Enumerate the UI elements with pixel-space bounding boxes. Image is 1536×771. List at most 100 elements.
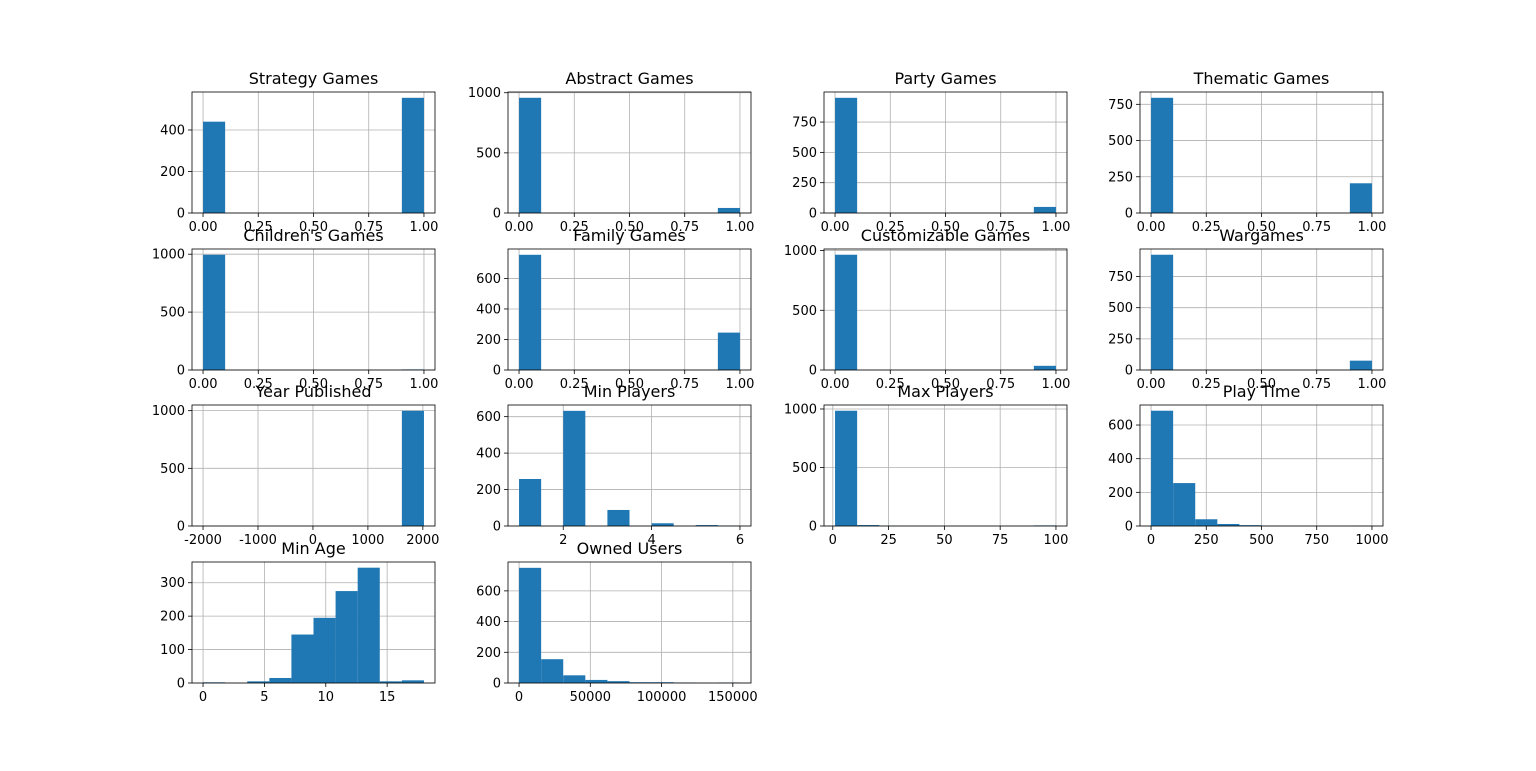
- bar: [835, 255, 857, 370]
- bar: [1151, 255, 1173, 370]
- y-tick-label: 1000: [468, 86, 501, 101]
- y-tick-label: 500: [792, 304, 817, 319]
- x-tick-label: 1.00: [725, 377, 754, 392]
- x-tick-label: 6: [736, 533, 744, 548]
- axes-frame: [824, 405, 1067, 526]
- x-tick-label: 0.75: [1302, 220, 1331, 235]
- x-tick-label: 0: [1147, 533, 1155, 548]
- x-tick-label: 5: [260, 690, 268, 705]
- y-tick-label: 1000: [784, 244, 817, 259]
- y-tick-label: 0: [177, 677, 185, 692]
- y-tick-label: 500: [476, 146, 501, 161]
- bar: [519, 98, 541, 213]
- grid: [508, 249, 751, 370]
- y-tick-label: 1000: [784, 402, 817, 417]
- y-tick-label: 0: [177, 364, 185, 379]
- x-tick-label: 0.00: [821, 377, 850, 392]
- x-tick-label: 1.00: [1357, 220, 1386, 235]
- x-tick-label: 1.00: [409, 220, 438, 235]
- x-tick-label: 25: [880, 533, 897, 548]
- y-tick-label: 400: [476, 447, 501, 462]
- y-tick-label: 500: [160, 462, 185, 477]
- x-tick-label: 100: [1044, 533, 1069, 548]
- y-tick-label: 400: [1108, 452, 1133, 467]
- subplot-title: Owned Users: [577, 539, 683, 558]
- y-tick-label: 0: [1125, 520, 1133, 535]
- subplot-title: Play Time: [1223, 382, 1301, 401]
- x-tick-label: 0.75: [1302, 377, 1331, 392]
- x-tick-label: 1.00: [1041, 220, 1070, 235]
- bar: [402, 680, 424, 683]
- x-tick-label: 2000: [406, 533, 439, 548]
- y-tick-label: 500: [160, 306, 185, 321]
- subplot-title: Strategy Games: [249, 69, 379, 88]
- x-tick-label: 250: [1194, 533, 1219, 548]
- x-tick-label: 0.00: [189, 377, 218, 392]
- y-tick-label: 200: [160, 610, 185, 625]
- x-tick-label: -2000: [184, 533, 222, 548]
- y-tick-label: 0: [493, 677, 501, 692]
- x-tick-label: 50: [936, 533, 953, 548]
- y-tick-label: 0: [809, 520, 817, 535]
- x-tick-label: 100000: [637, 690, 687, 705]
- grid: [192, 92, 435, 213]
- y-tick-label: 250: [1108, 332, 1133, 347]
- y-tick-label: 250: [1108, 170, 1133, 185]
- y-tick-label: 500: [1108, 301, 1133, 316]
- y-tick-label: 500: [1108, 134, 1133, 149]
- bar: [203, 122, 225, 213]
- y-tick-label: 0: [809, 364, 817, 379]
- y-tick-label: 0: [493, 364, 501, 379]
- y-tick-label: 600: [476, 272, 501, 287]
- bar: [269, 678, 291, 683]
- bar: [1350, 183, 1372, 213]
- grid: [1140, 249, 1383, 370]
- x-tick-label: 0.00: [1137, 220, 1166, 235]
- subplot-title: Wargames: [1219, 226, 1304, 245]
- y-tick-label: 750: [792, 116, 817, 131]
- y-tick-label: 0: [177, 520, 185, 535]
- bar: [541, 659, 563, 683]
- bar: [1034, 366, 1056, 370]
- x-tick-label: 75: [992, 533, 1009, 548]
- bar: [519, 255, 541, 370]
- subplot-title: Party Games: [894, 69, 996, 88]
- bar: [519, 479, 541, 526]
- x-tick-label: 10: [317, 690, 334, 705]
- bar: [1151, 98, 1173, 213]
- x-tick-label: 0: [829, 533, 837, 548]
- y-tick-label: 100: [160, 643, 185, 658]
- y-tick-label: 750: [1108, 270, 1133, 285]
- y-tick-label: 1000: [152, 404, 185, 419]
- bar: [1173, 483, 1195, 526]
- bar: [835, 98, 857, 213]
- x-tick-label: 1.00: [1041, 377, 1070, 392]
- bar: [1034, 207, 1056, 213]
- bar: [336, 591, 358, 683]
- y-tick-label: 300: [160, 576, 185, 591]
- bar: [1151, 411, 1173, 526]
- y-tick-label: 600: [1108, 419, 1133, 434]
- x-tick-label: 50000: [570, 690, 611, 705]
- subplot-title: Abstract Games: [565, 69, 693, 88]
- bar: [291, 635, 313, 683]
- y-tick-label: 400: [476, 302, 501, 317]
- grid: [824, 249, 1067, 370]
- x-tick-label: 2: [559, 533, 567, 548]
- bar: [718, 208, 740, 213]
- y-tick-label: 0: [809, 207, 817, 222]
- x-tick-label: 0.25: [1192, 377, 1221, 392]
- y-tick-label: 500: [792, 461, 817, 476]
- y-tick-label: 200: [476, 483, 501, 498]
- subplot-title: Min Players: [584, 382, 676, 401]
